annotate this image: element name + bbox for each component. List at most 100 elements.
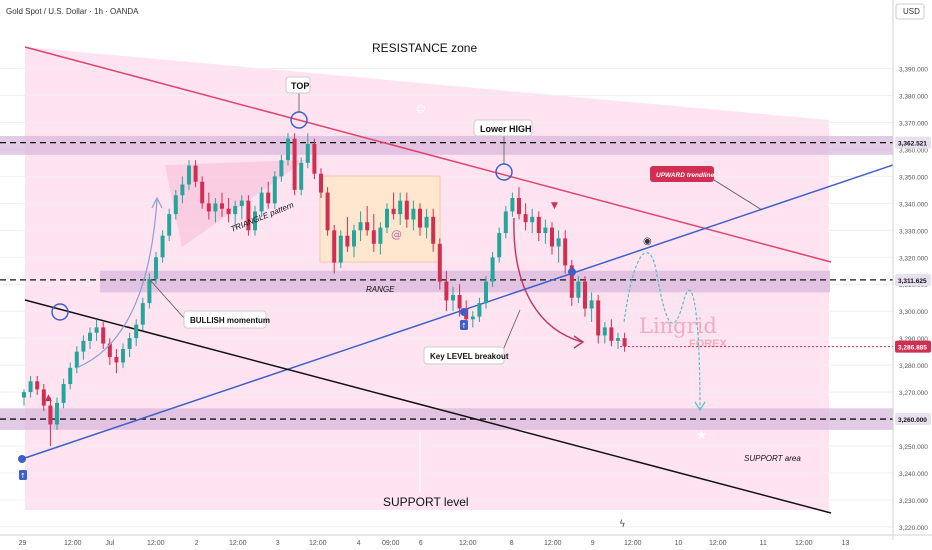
trendline-touch-dot	[18, 455, 26, 463]
candle-body	[556, 238, 561, 247]
price-badge-label: 3,260.000	[898, 417, 927, 424]
lower-high-label: Lower HIGH	[480, 124, 532, 134]
x-tick-label: 10	[675, 540, 683, 547]
x-tick-label: 29	[19, 540, 27, 547]
y-tick-label: 3,240.000	[899, 471, 928, 478]
candle-body	[437, 243, 442, 282]
watermark-main: Lingrid	[639, 314, 717, 338]
watermark-sub: FOREX	[689, 338, 728, 350]
y-tick-label: 3,350.000	[899, 174, 928, 181]
candle-body	[510, 197, 515, 212]
candles-layer	[22, 133, 627, 447]
candle-body	[517, 197, 521, 215]
up-arrow-icon: ↑	[461, 322, 467, 330]
x-tick-label: 12:00	[795, 540, 813, 547]
candle-body	[543, 227, 548, 234]
candle-body	[167, 214, 172, 236]
candle-body	[576, 281, 581, 298]
candle-body	[88, 332, 92, 341]
y-tick-label: 3,320.000	[899, 255, 928, 262]
y-tick-label: 3,390.000	[899, 67, 928, 74]
candle-body	[616, 338, 620, 341]
candle-body	[609, 327, 614, 341]
candle-body	[286, 138, 290, 161]
candle-body	[173, 195, 178, 215]
candle-body	[550, 227, 554, 247]
candle-body	[470, 316, 475, 320]
price-badge	[895, 136, 931, 149]
bullish-marker-circle	[51, 303, 69, 321]
zones-layer	[0, 135, 893, 430]
candle-body	[358, 222, 363, 231]
candle-body	[206, 203, 211, 212]
projection-path	[623, 252, 701, 409]
alert-icon: ☺	[416, 104, 425, 115]
rocket-icon: ▲	[45, 393, 52, 403]
x-tick-label: 8	[510, 540, 514, 547]
candle-body	[589, 300, 594, 309]
support-level-label: SUPPORT level	[383, 495, 469, 509]
breakdown-arrowhead	[573, 335, 585, 349]
candle-body	[536, 216, 541, 234]
candle-body	[523, 214, 528, 223]
candle-body	[239, 200, 244, 207]
candle-body	[55, 402, 59, 425]
currency-label: USD	[903, 7, 920, 16]
bullish-leader	[149, 279, 185, 319]
support-band	[0, 408, 893, 430]
candle-body	[140, 303, 145, 325]
trendline-touch-dot	[568, 268, 576, 276]
price-badge-label: 3,286.885	[898, 345, 927, 352]
breakdown-arrow	[513, 217, 583, 343]
candle-body	[338, 235, 343, 263]
candle-body	[147, 278, 152, 304]
candle-body	[530, 216, 535, 223]
y-tick-label: 3,230.000	[899, 498, 928, 505]
key-level-band	[100, 270, 830, 293]
x-tick-label: 11	[760, 540, 767, 547]
candle-body	[121, 348, 125, 363]
y-tick-label: 3,360.000	[899, 147, 928, 154]
bullish-momentum-arrow	[75, 199, 158, 369]
candle-body	[35, 381, 40, 390]
top-label-box	[285, 76, 311, 94]
resistance-trendline	[24, 46, 832, 263]
candle-body	[160, 235, 165, 258]
candle-body	[154, 257, 158, 279]
candle-body	[319, 173, 323, 193]
candle-body	[22, 392, 26, 398]
candle-body	[259, 192, 264, 212]
resistance-zone-label: RESISTANCE zone	[372, 41, 477, 55]
lines-layer	[0, 46, 894, 514]
candle-body	[193, 165, 198, 182]
candle-body	[266, 192, 271, 204]
annotations-layer: ★ ◉ @ ☺ ϟ ↑ ↑ ▲ ▼	[18, 93, 763, 530]
candle-body	[200, 181, 205, 204]
x-tick-label: 12:00	[624, 540, 642, 547]
candle-body	[431, 216, 436, 244]
x-tick-label: 12:00	[309, 540, 327, 547]
upward-trendline-label: UPWARD trendline	[656, 172, 715, 179]
up-arrow-icon: ↑	[20, 472, 26, 480]
candle-body	[246, 200, 251, 231]
lightning-icon: ϟ	[619, 519, 626, 530]
x-tick-label: 09:00	[382, 540, 400, 547]
candle-body	[569, 265, 574, 298]
candle-body	[563, 238, 568, 266]
x-tick-label: 12:00	[709, 540, 727, 547]
y-tick-label: 3,290.000	[899, 336, 928, 343]
x-tick-label: 4	[357, 540, 361, 547]
y-tick-label: 3,330.000	[899, 228, 928, 235]
candle-body	[352, 230, 356, 247]
candle-body	[253, 211, 257, 231]
key-level-breakout-label: Key LEVEL breakout	[430, 352, 509, 361]
candle-body	[305, 144, 310, 163]
lower-high-label-box	[473, 119, 533, 137]
candle-body	[292, 138, 297, 190]
y-tick-label: 3,340.000	[899, 201, 928, 208]
candle-body	[371, 230, 376, 244]
candle-body	[61, 384, 66, 403]
